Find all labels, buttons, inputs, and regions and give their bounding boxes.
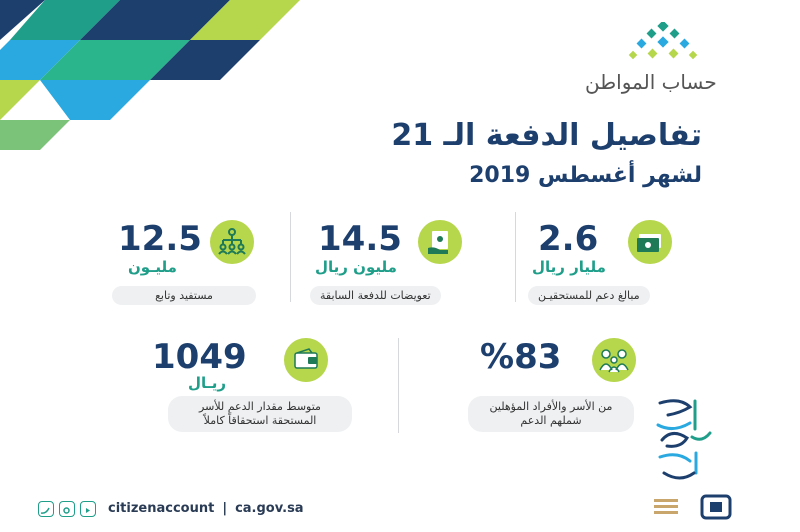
wallet-icon [284,338,328,382]
social-handle[interactable]: citizenaccount [108,501,215,516]
stat-label: مستفيد وتابع [112,286,256,305]
separator: | [222,501,228,516]
social-icons [38,501,96,517]
citizen-account-logo-icon [628,22,698,60]
stat-label: من الأسر والأفراد المؤهلين شملهم الدعم [468,396,634,432]
instagram-icon[interactable] [59,501,75,517]
divider [398,338,399,433]
people-hierarchy-icon [210,220,254,264]
logo-text: حساب المواطن [585,70,717,94]
divider [515,212,516,302]
stat-label: تعويضات للدفعة السابقة [310,286,441,305]
stat-label: متوسط مقدار الدعم للأسر المستحقة استحقاق… [168,396,352,432]
calligraphy-emblem-icon [656,399,712,480]
stat-value: 2.6 [538,219,599,259]
website-link[interactable]: ca.gov.sa [235,501,304,516]
decorative-corner-shapes [0,0,300,150]
stat-value: 1049 [152,337,247,377]
stat-unit: ريـال [188,374,227,392]
money-stack-icon [628,220,672,264]
seal-logo-icon [654,499,678,514]
stat-unit: مليار ريال [532,258,606,276]
page-subtitle: لشهر أغسطس 2019 [469,163,702,188]
cash-hand-icon [418,220,462,264]
government-emblem-icon [700,494,732,520]
stat-unit: مليـون [128,258,177,276]
family-icon [592,338,636,382]
stat-value: 14.5 [318,219,402,259]
stat-unit: مليون ريال [315,258,397,276]
stat-value: 12.5 [118,219,202,259]
stat-label: مبالغ دعم للمستحقيـن [528,286,650,305]
divider [290,212,291,302]
stat-value: %83 [480,337,562,377]
footer-links: citizenaccount | ca.gov.sa [108,501,304,516]
twitter-icon[interactable] [38,501,54,517]
page-title: تفاصيل الدفعة الـ 21 [391,118,702,153]
youtube-icon[interactable] [80,501,96,517]
